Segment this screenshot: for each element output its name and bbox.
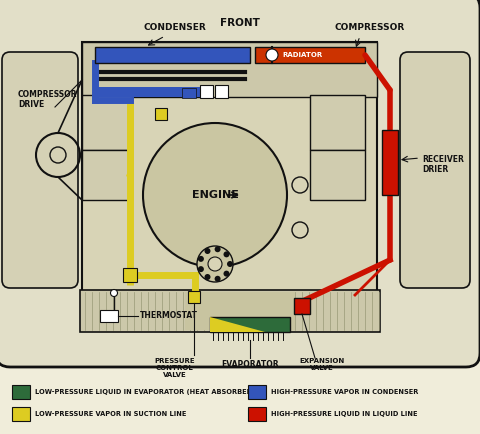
Bar [248, 385, 266, 399]
Bar [255, 47, 365, 63]
Bar [80, 290, 380, 332]
Circle shape [208, 257, 222, 271]
Text: EVAPORATOR: EVAPORATOR [221, 360, 279, 369]
Circle shape [224, 251, 229, 257]
Bar [248, 407, 266, 421]
FancyBboxPatch shape [2, 52, 78, 288]
Text: COMPRESSOR
DRIVE: COMPRESSOR DRIVE [18, 90, 77, 109]
Text: LOW-PRESSURE LIQUID IN EVAPORATOR (HEAT ABSORBER): LOW-PRESSURE LIQUID IN EVAPORATOR (HEAT … [35, 389, 255, 395]
FancyBboxPatch shape [0, 0, 480, 367]
Circle shape [227, 261, 233, 267]
Bar [123, 268, 137, 282]
Text: RADIATOR: RADIATOR [282, 52, 322, 58]
Polygon shape [210, 317, 290, 332]
Bar [382, 130, 398, 195]
Bar [82, 95, 132, 150]
Text: CONDENSER: CONDENSER [144, 23, 206, 32]
Bar [294, 298, 310, 314]
Bar [82, 42, 377, 97]
Circle shape [197, 246, 233, 282]
Circle shape [266, 49, 278, 61]
Text: FRONT: FRONT [220, 18, 260, 28]
Bar [185, 292, 295, 330]
Bar [200, 85, 213, 98]
Text: HIGH-PRESSURE VAPOR IN CONDENSER: HIGH-PRESSURE VAPOR IN CONDENSER [271, 389, 419, 395]
Circle shape [198, 256, 204, 262]
Text: COMPRESSOR: COMPRESSOR [335, 23, 405, 32]
Bar [82, 150, 132, 200]
Circle shape [292, 222, 308, 238]
Circle shape [143, 123, 287, 267]
Circle shape [215, 276, 221, 282]
Text: PRESSURE
CONTROL
VALVE: PRESSURE CONTROL VALVE [155, 358, 195, 378]
Bar [188, 291, 200, 303]
Bar [82, 42, 377, 307]
Bar [100, 310, 118, 322]
Text: RECEIVER
DRIER: RECEIVER DRIER [422, 155, 464, 174]
Bar [12, 407, 30, 421]
Circle shape [292, 177, 308, 193]
Circle shape [110, 289, 118, 296]
Text: THERMOSTAT: THERMOSTAT [140, 312, 198, 320]
Text: LOW-PRESSURE VAPOR IN SUCTION LINE: LOW-PRESSURE VAPOR IN SUCTION LINE [35, 411, 186, 417]
Circle shape [204, 274, 211, 280]
Circle shape [204, 248, 211, 254]
FancyBboxPatch shape [400, 52, 470, 288]
Text: EXPANSION
VALVE: EXPANSION VALVE [300, 358, 345, 371]
Bar [215, 85, 228, 98]
Bar [310, 150, 365, 200]
Text: HIGH-PRESSURE LIQUID IN LIQUID LINE: HIGH-PRESSURE LIQUID IN LIQUID LINE [271, 411, 418, 417]
Circle shape [198, 266, 204, 272]
Text: ENGINE: ENGINE [192, 190, 239, 200]
Bar [12, 385, 30, 399]
Bar [182, 88, 196, 98]
Polygon shape [210, 317, 265, 332]
Bar [155, 108, 167, 120]
Circle shape [224, 271, 229, 276]
Bar [95, 47, 250, 63]
Circle shape [215, 246, 221, 252]
Bar [310, 95, 365, 150]
Bar [95, 87, 205, 97]
